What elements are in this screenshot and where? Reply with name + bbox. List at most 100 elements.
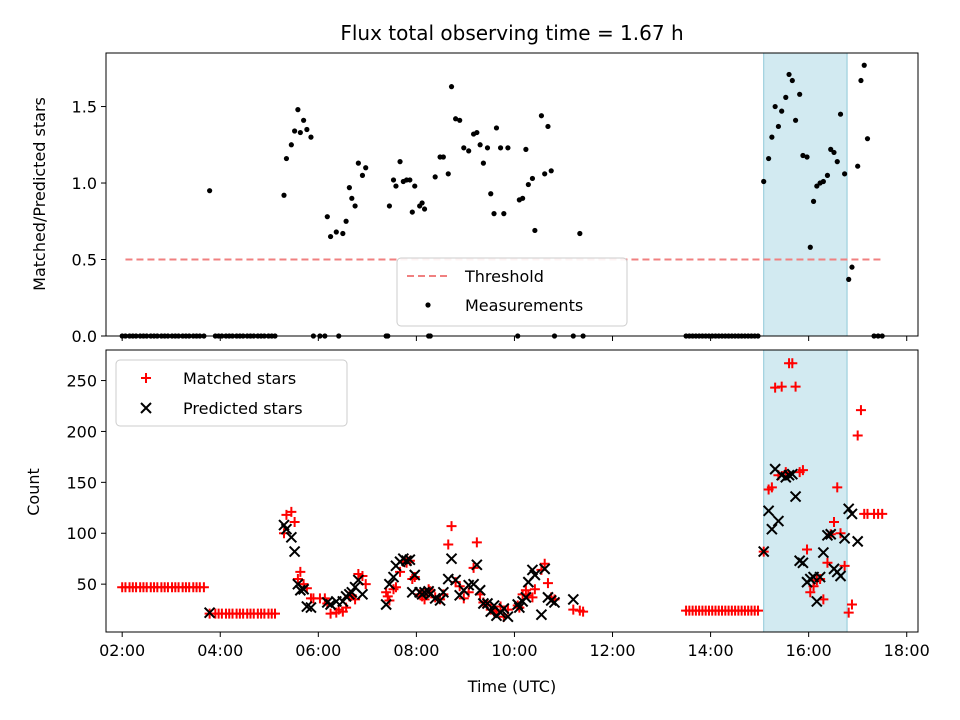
x-tick-label: 08:00 <box>393 641 439 660</box>
data-point <box>343 218 349 224</box>
data-point-matched <box>443 539 454 550</box>
data-point <box>824 172 831 178</box>
data-point-matched <box>325 608 336 619</box>
data-point-matched <box>832 482 843 493</box>
data-point <box>397 159 403 165</box>
data-point-predicted <box>567 593 579 606</box>
data-point <box>545 123 551 130</box>
data-point <box>453 116 459 122</box>
data-point <box>419 200 425 206</box>
data-point <box>461 145 467 151</box>
data-point <box>577 230 583 237</box>
legend-predicted-label: Predicted stars <box>183 399 303 418</box>
data-point-matched <box>295 566 306 577</box>
data-point <box>789 77 795 84</box>
x-tick-label: 10:00 <box>491 641 537 660</box>
data-point <box>525 181 531 188</box>
data-point-matched <box>520 585 531 596</box>
series-matched-stars <box>117 358 888 622</box>
data-point <box>775 123 782 130</box>
data-point-predicted <box>786 468 799 480</box>
data-point <box>501 211 507 217</box>
x-tick-label: 16:00 <box>786 641 832 660</box>
x-tick-label: 04:00 <box>197 641 243 660</box>
data-point-predicted <box>203 606 216 619</box>
data-point-predicted <box>285 531 298 544</box>
data-point <box>421 206 428 212</box>
y-tick-label: 150 <box>66 473 97 492</box>
ratio-panel: 0.0 0.5 1.0 1.5 Threshold Measurements <box>72 52 919 346</box>
y-tick-label: 200 <box>66 422 97 441</box>
data-point-predicted <box>814 571 826 583</box>
data-point-predicted <box>766 523 778 535</box>
data-point <box>548 168 554 174</box>
data-point <box>474 129 480 136</box>
data-point-matched <box>198 582 209 593</box>
data-point-matched <box>527 592 538 603</box>
highlight-span <box>763 52 848 337</box>
legend-predicted-swatch <box>140 402 152 414</box>
legend-bottom: Matched stars Predicted stars <box>115 359 348 427</box>
data-point-predicted <box>380 598 392 611</box>
data-point-predicted <box>288 545 301 558</box>
data-point-matched <box>292 574 303 585</box>
data-point <box>409 209 415 215</box>
data-point <box>493 125 500 131</box>
data-point-matched <box>790 381 801 392</box>
legend-threshold-label: Threshold <box>464 267 544 286</box>
data-point <box>288 142 294 148</box>
data-point-matched <box>776 381 787 392</box>
axes-frame <box>105 349 919 633</box>
data-point <box>532 227 538 234</box>
axes-frame <box>105 52 919 337</box>
x-tick-label: 18:00 <box>884 641 930 660</box>
data-point-matched <box>822 557 833 568</box>
legend-matched-swatch <box>141 373 151 383</box>
x-tick-label: 14:00 <box>688 641 734 660</box>
data-point <box>523 146 529 152</box>
data-point-predicted <box>538 563 551 575</box>
data-point-predicted <box>789 490 802 503</box>
data-point <box>804 154 810 160</box>
data-point <box>349 195 355 201</box>
data-point-predicted <box>346 586 358 599</box>
data-point <box>466 148 472 154</box>
data-point-predicted <box>811 595 823 608</box>
data-point-predicted <box>834 570 847 582</box>
data-point <box>407 177 413 183</box>
data-point-matched <box>539 558 550 569</box>
data-point <box>864 136 871 142</box>
data-point <box>786 71 792 78</box>
data-point <box>505 145 511 151</box>
data-point-matched <box>855 405 866 416</box>
data-point <box>772 103 778 110</box>
data-point <box>529 175 536 182</box>
y-tick-label: 0.0 <box>72 327 97 346</box>
data-point-predicted <box>513 601 526 614</box>
data-point-predicted <box>409 569 421 581</box>
data-point-predicted <box>520 591 532 604</box>
count-panel: 02:00 04:00 06:00 08:00 10:00 12:00 14:00 16:00… <box>66 349 930 660</box>
data-point-predicted <box>297 583 310 595</box>
data-point-predicted <box>762 505 775 517</box>
data-point <box>484 145 491 151</box>
data-point-matched <box>319 593 330 604</box>
data-point-predicted <box>471 559 483 571</box>
data-point <box>386 203 393 209</box>
data-point <box>324 214 330 220</box>
y-tick-label: 100 <box>66 524 97 543</box>
data-point-predicted <box>445 552 458 565</box>
legend-box <box>396 257 628 327</box>
data-point-predicted <box>301 600 313 613</box>
data-point <box>828 146 834 152</box>
data-point <box>292 128 298 134</box>
data-point-matched <box>797 465 808 476</box>
data-point-predicted <box>548 596 561 609</box>
data-point <box>837 111 844 117</box>
data-point <box>855 163 861 169</box>
data-point <box>834 159 840 165</box>
data-point-predicted <box>449 574 462 586</box>
data-point-predicted <box>400 555 413 567</box>
data-point-predicted <box>305 601 317 614</box>
data-point-predicted <box>434 594 446 607</box>
